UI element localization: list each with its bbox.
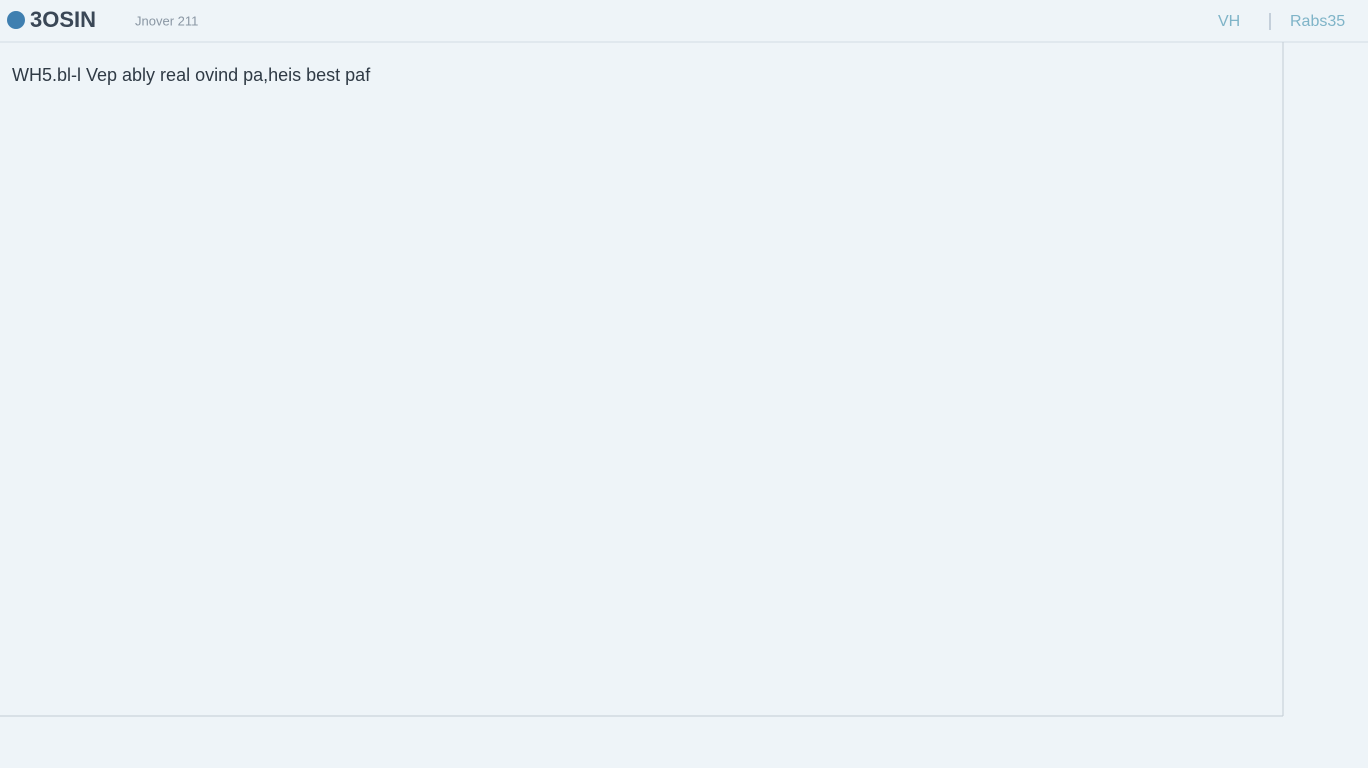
logo: 3OSIN — [30, 7, 96, 32]
logo-icon — [7, 11, 25, 29]
tab[interactable]: Rabs35 — [1290, 13, 1345, 30]
subtitle: Jnover 211 — [135, 13, 198, 28]
tab[interactable]: VH — [1218, 13, 1240, 30]
chart-title: WH5.bl-l Vep ably real ovind pa,heis bes… — [12, 65, 371, 85]
